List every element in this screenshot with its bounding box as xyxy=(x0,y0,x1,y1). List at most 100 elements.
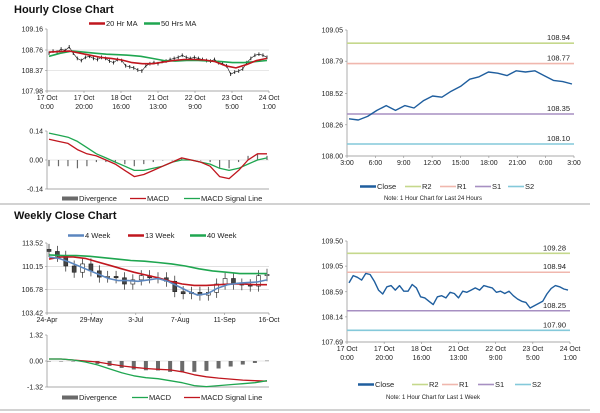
weekly-chart-title: Weekly Close Chart xyxy=(14,210,117,222)
weekly-price-ytick-label: 106.78 xyxy=(22,287,44,294)
weekly-legend-divergence-label: Divergence xyxy=(79,393,117,402)
hourly-24h-level-label-s1: 108.35 xyxy=(547,104,570,113)
weekly-price-ytick-label: 103.42 xyxy=(22,311,44,318)
weekly-1w-xtick-label: 20:00 xyxy=(375,355,393,362)
hourly-price-xtick-label: 13:00 xyxy=(149,104,167,111)
hourly-macd-divergence-bar xyxy=(256,153,259,160)
hourly-ma50-line xyxy=(48,50,268,64)
weekly-1w-ytick-label: 108.14 xyxy=(322,314,344,321)
weekly-1w-xtick-label: 0:00 xyxy=(340,355,354,362)
hourly-24h-ytick-label: 109.05 xyxy=(322,28,344,35)
hourly-ma20-line xyxy=(48,50,268,69)
hourly-24h-legend-r1-label: R1 xyxy=(457,182,467,191)
weekly-1w-xtick-label: 13:00 xyxy=(450,355,468,362)
weekly-candle-body xyxy=(55,251,60,257)
hourly-24h-legend-s1-label: S1 xyxy=(492,182,501,191)
hourly-macd-divergence-bar xyxy=(57,160,60,167)
weekly-1w-xtick-label: 9:00 xyxy=(489,355,503,362)
weekly-1w-xtick-label: 18 Oct xyxy=(411,346,432,353)
hourly-macd-divergence-bar xyxy=(143,160,145,165)
weekly-price-xtick-label: 24-Apr xyxy=(36,317,58,324)
weekly-price-ytick-label: 113.52 xyxy=(22,241,43,248)
weekly-1w-level-label-s2: 107.90 xyxy=(543,320,566,329)
weekly-4wk-line xyxy=(48,256,268,296)
hourly-24h-xtick-label: 3:00 xyxy=(340,160,354,167)
weekly-macd-ytick-label: -1.32 xyxy=(27,385,43,392)
weekly-macd-signal-line xyxy=(49,358,268,382)
hourly-24h-xtick-label: 0:00 xyxy=(539,160,553,167)
hourly-24h-close-line xyxy=(348,70,573,121)
weekly-price-ytick-label: 110.15 xyxy=(22,264,43,271)
weekly-1w-legend-close-label: Close xyxy=(375,380,394,389)
hourly-price-xtick-label: 22 Oct xyxy=(185,95,206,102)
weekly-candle-body xyxy=(222,278,228,285)
hourly-24h-ytick-label: 108.26 xyxy=(322,122,344,129)
hourly-24h-xtick-label: 3:00 xyxy=(567,160,581,167)
weekly-1w-close-line xyxy=(348,272,569,309)
hourly-macd-divergence-bar xyxy=(133,160,135,167)
hourly-macd-divergence-bar xyxy=(67,160,69,167)
weekly-macd-divergence-bar xyxy=(119,361,124,368)
hourly-price-xtick-label: 16:00 xyxy=(112,104,130,111)
weekly-macd-divergence-bar xyxy=(240,361,245,365)
weekly-macd-divergence-bar xyxy=(47,361,51,362)
weekly-price-xtick-label: 16-Oct xyxy=(258,317,279,324)
weekly-macd-ytick-label: 1.32 xyxy=(29,333,43,340)
hourly-macd-divergence-bar xyxy=(152,160,154,163)
hourly-legend-macd-label: MACD xyxy=(147,194,170,203)
hourly-price-xtick-label: 18 Oct xyxy=(111,95,132,102)
legend-4-week-label: 4 Week xyxy=(85,231,111,240)
legend-20hr-ma-label: 20 Hr MA xyxy=(106,19,138,28)
weekly-1w-xtick-label: 23 Oct xyxy=(523,346,544,353)
hourly-macd-signal-line xyxy=(48,132,268,172)
weekly-macd-ytick-label: 0.00 xyxy=(29,359,43,366)
weekly-1w-level-label-r2: 109.28 xyxy=(543,243,566,252)
hourly-legend-signal-label: MACD Signal Line xyxy=(201,194,262,203)
hourly-24h-xtick-label: 12:00 xyxy=(423,160,441,167)
weekly-legend-signal-label: MACD Signal Line xyxy=(201,393,262,402)
weekly-candle-body xyxy=(130,279,136,285)
hourly-macd-ytick-label: -0.14 xyxy=(27,187,43,194)
weekly-1w-xtick-label: 5:00 xyxy=(526,355,540,362)
weekly-1w-note: Note: 1 Hour Chart for Last 1 Week xyxy=(386,395,481,401)
hourly-24h-xtick-label: 9:00 xyxy=(397,160,411,167)
hourly-legend-divergence-label: Divergence xyxy=(79,194,117,203)
weekly-1w-level-label-s1: 108.25 xyxy=(543,301,566,310)
weekly-1w-level-label-r1: 108.94 xyxy=(543,262,566,271)
weekly-macd-divergence-bar xyxy=(168,361,173,372)
hourly-price-xtick-label: 24 Oct xyxy=(259,95,280,102)
hourly-macd-divergence-bar xyxy=(105,160,107,163)
hourly-close-line xyxy=(48,46,268,75)
hourly-macd-divergence-bar xyxy=(114,160,116,163)
weekly-1w-legend-r2-label: R2 xyxy=(429,380,439,389)
hourly-24h-note: Note: 1 Hour Chart for Last 24 Hours xyxy=(384,196,482,202)
weekly-candle-body xyxy=(71,265,77,273)
weekly-1w-xtick-label: 17 Oct xyxy=(374,346,395,353)
hourly-24h-xtick-label: 6:00 xyxy=(369,160,383,167)
weekly-price-xtick-label: 11-Sep xyxy=(214,317,236,324)
hourly-24h-ytick-label: 108.52 xyxy=(322,91,344,98)
hourly-price-xtick-label: 5:00 xyxy=(225,104,239,111)
hourly-price-xtick-label: 0:00 xyxy=(40,104,54,111)
weekly-macd-divergence-bar xyxy=(71,361,76,362)
weekly-price-xtick-label: 29-May xyxy=(80,317,104,324)
hourly-macd-divergence-bar xyxy=(95,160,97,163)
weekly-1w-ytick-label: 108.59 xyxy=(322,289,344,296)
weekly-macd-divergence-bar xyxy=(59,361,64,362)
weekly-1w-legend-r1-label: R1 xyxy=(459,380,469,389)
hourly-price-ytick-label: 107.98 xyxy=(22,89,44,96)
weekly-candle-body xyxy=(46,249,52,252)
weekly-1w-xtick-label: 1:00 xyxy=(563,355,577,362)
weekly-40wk-line xyxy=(48,254,267,275)
hourly-macd-divergence-bar xyxy=(228,160,230,169)
weekly-candle-body xyxy=(113,276,119,279)
hourly-price-xtick-label: 17 Oct xyxy=(74,95,95,102)
hourly-24h-level-label-r1: 108.77 xyxy=(547,54,570,63)
weekly-macd-divergence-bar xyxy=(156,361,160,371)
hourly-macd-divergence-bar xyxy=(200,160,202,161)
weekly-macd-divergence-bar xyxy=(216,361,221,369)
hourly-macd-divergence-bar xyxy=(76,160,79,169)
hourly-macd-divergence-bar xyxy=(247,155,249,160)
weekly-price-xtick-label: 3-Jul xyxy=(128,317,144,324)
